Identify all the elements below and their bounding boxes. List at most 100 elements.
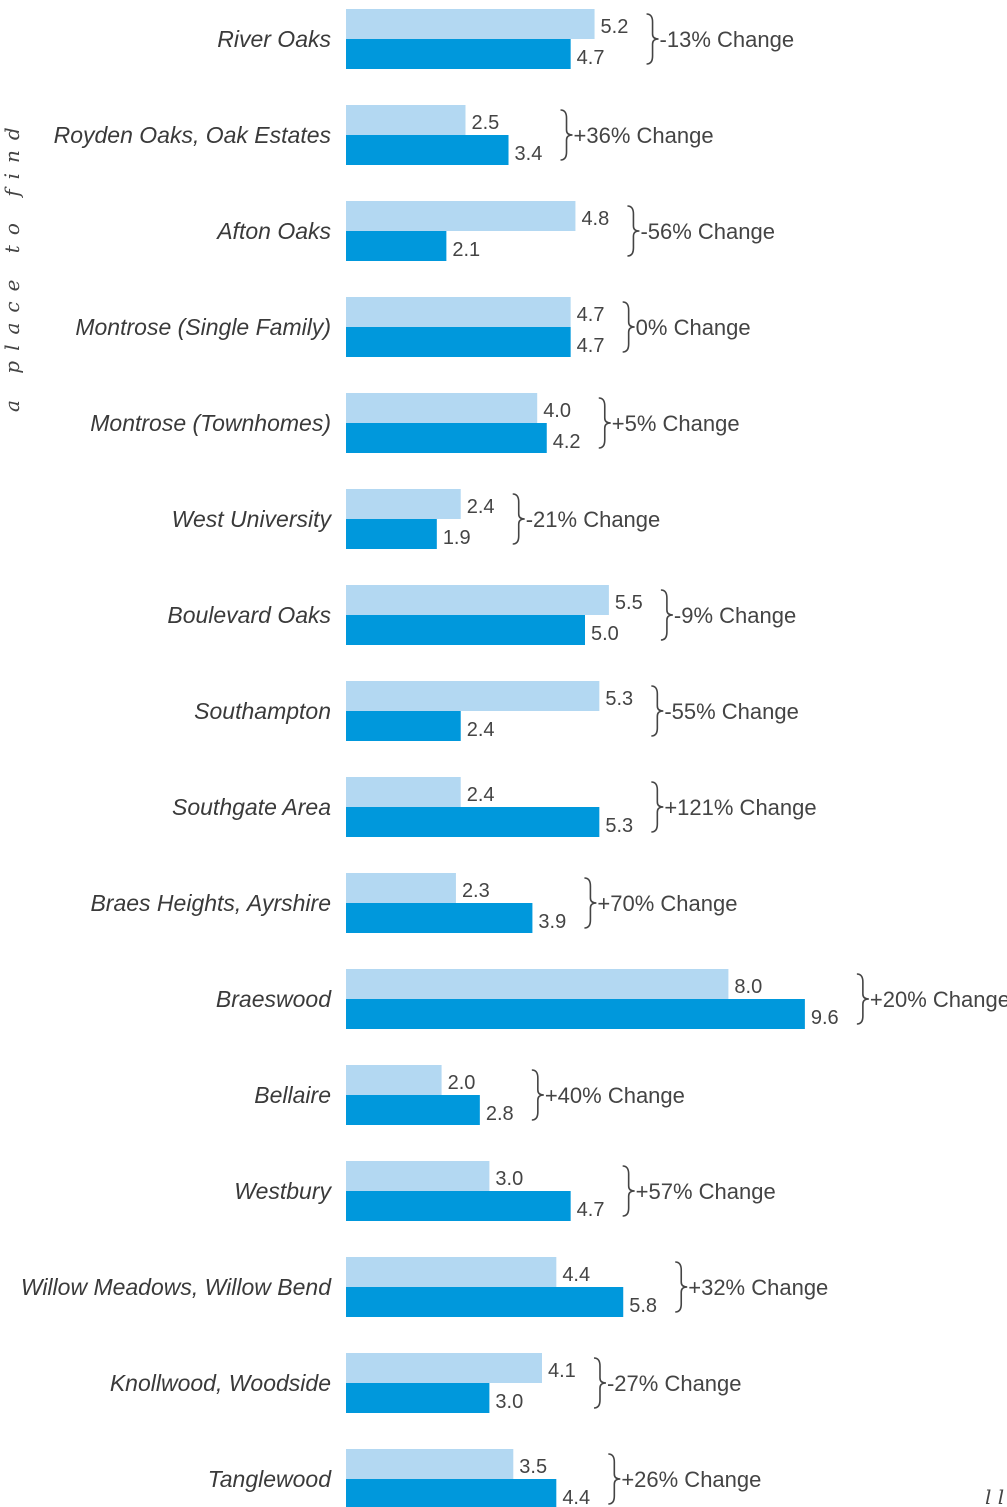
value-label-series-2: 4.7 bbox=[577, 1199, 605, 1221]
category-group: Montrose (Single Family) 4.7 4.7 0% Change bbox=[75, 297, 751, 357]
change-annotation: +57% Change bbox=[636, 1179, 776, 1204]
category-label: Willow Meadows, Willow Bend bbox=[21, 1274, 332, 1300]
category-label: Southampton bbox=[194, 698, 331, 724]
bar-series-2 bbox=[346, 903, 533, 933]
value-label-series-2: 2.8 bbox=[486, 1103, 514, 1125]
value-label-series-1: 5.2 bbox=[601, 16, 629, 38]
category-label: Braes Heights, Ayrshire bbox=[90, 890, 331, 916]
bar-series-1 bbox=[346, 1257, 557, 1287]
value-label-series-1: 2.5 bbox=[472, 112, 500, 134]
bar-series-2 bbox=[346, 231, 447, 261]
bar-series-1 bbox=[346, 9, 595, 39]
bar-series-2 bbox=[346, 135, 509, 165]
value-label-series-2: 4.4 bbox=[562, 1487, 590, 1507]
side-vertical-text: a place to find bbox=[0, 117, 24, 412]
change-brace bbox=[675, 1261, 688, 1313]
bar-series-1 bbox=[346, 681, 600, 711]
change-brace bbox=[660, 589, 673, 641]
change-brace bbox=[531, 1069, 544, 1121]
bar-series-1 bbox=[346, 1353, 542, 1383]
value-label-series-2: 2.1 bbox=[452, 239, 480, 261]
category-label: Montrose (Townhomes) bbox=[90, 410, 331, 436]
category-label: Knollwood, Woodside bbox=[110, 1370, 331, 1396]
value-label-series-1: 2.0 bbox=[448, 1072, 476, 1094]
value-label-series-1: 5.5 bbox=[615, 592, 643, 614]
value-label-series-1: 8.0 bbox=[734, 976, 762, 998]
bar-series-2 bbox=[346, 519, 437, 549]
change-brace bbox=[608, 1453, 621, 1505]
bar-series-2 bbox=[346, 1191, 571, 1221]
category-group: Willow Meadows, Willow Bend 4.4 5.8 +32% Ch… bbox=[21, 1257, 828, 1317]
change-brace bbox=[856, 973, 869, 1025]
bar-series-2 bbox=[346, 807, 600, 837]
bar-series-2 bbox=[346, 39, 571, 69]
change-annotation: -55% Change bbox=[664, 699, 799, 724]
value-label-series-2: 4.7 bbox=[577, 47, 605, 69]
change-annotation: +70% Change bbox=[597, 891, 737, 916]
change-brace bbox=[622, 301, 635, 353]
value-label-series-1: 2.4 bbox=[467, 784, 495, 806]
bar-series-1 bbox=[346, 585, 609, 615]
category-group: Southgate Area 2.4 5.3 +121% Change bbox=[172, 777, 817, 837]
category-group: Knollwood, Woodside 4.1 3.0 -27% Change bbox=[110, 1353, 742, 1413]
bar-series-2 bbox=[346, 423, 547, 453]
value-label-series-2: 4.7 bbox=[577, 335, 605, 357]
value-label-series-1: 2.3 bbox=[462, 880, 490, 902]
value-label-series-2: 2.4 bbox=[467, 719, 495, 741]
category-group: Braeswood 8.0 9.6 +20% Change bbox=[216, 969, 1007, 1029]
category-group: Royden Oaks, Oak Estates 2.5 3.4 +36% Chang… bbox=[54, 105, 714, 165]
change-brace bbox=[598, 397, 611, 449]
category-label: Tanglewood bbox=[208, 1466, 332, 1492]
change-annotation: +26% Change bbox=[621, 1467, 761, 1492]
category-label: Afton Oaks bbox=[215, 218, 331, 244]
category-group: Westbury 3.0 4.7 +57% Change bbox=[234, 1161, 776, 1221]
change-annotation: +20% Change bbox=[870, 987, 1007, 1012]
value-label-series-1: 4.8 bbox=[581, 208, 609, 230]
value-label-series-1: 3.5 bbox=[519, 1456, 547, 1478]
value-label-series-2: 3.4 bbox=[515, 143, 543, 165]
change-annotation: +121% Change bbox=[664, 795, 816, 820]
category-group: Bellaire 2.0 2.8 +40% Change bbox=[254, 1065, 685, 1125]
change-annotation: +40% Change bbox=[545, 1083, 685, 1108]
bars-layer: River Oaks 5.2 4.7 -13% Change Royden Oaks, … bbox=[21, 9, 1007, 1507]
bar-series-2 bbox=[346, 1095, 480, 1125]
bar-series-1 bbox=[346, 777, 461, 807]
bar-series-1 bbox=[346, 873, 456, 903]
category-group: West University 2.4 1.9 -21% Change bbox=[172, 489, 661, 549]
change-annotation: 0% Change bbox=[636, 315, 751, 340]
bar-series-1 bbox=[346, 1161, 490, 1191]
change-annotation: -9% Change bbox=[674, 603, 796, 628]
change-brace bbox=[593, 1357, 607, 1409]
change-annotation: -21% Change bbox=[526, 507, 661, 532]
category-group: Tanglewood 3.5 4.4 +26% Change bbox=[208, 1449, 761, 1507]
bar-series-2 bbox=[346, 327, 571, 357]
category-group: River Oaks 5.2 4.7 -13% Change bbox=[217, 9, 794, 69]
value-label-series-2: 5.3 bbox=[605, 815, 633, 837]
value-label-series-1: 2.4 bbox=[467, 496, 495, 518]
category-group: Southampton 5.3 2.4 -55% Change bbox=[194, 681, 799, 741]
value-label-series-1: 4.1 bbox=[548, 1360, 576, 1382]
change-annotation: +36% Change bbox=[574, 123, 714, 148]
value-label-series-2: 5.8 bbox=[629, 1295, 657, 1317]
bar-series-1 bbox=[346, 1449, 514, 1479]
change-brace bbox=[622, 1165, 635, 1217]
change-brace bbox=[627, 205, 640, 257]
change-annotation: -27% Change bbox=[607, 1371, 742, 1396]
bar-series-1 bbox=[346, 1065, 442, 1095]
value-label-series-2: 4.2 bbox=[553, 431, 581, 453]
bar-series-2 bbox=[346, 1287, 624, 1317]
category-group: Montrose (Townhomes) 4.0 4.2 +5% Change bbox=[90, 393, 740, 453]
change-brace bbox=[560, 109, 573, 161]
change-annotation: -56% Change bbox=[640, 219, 775, 244]
change-brace bbox=[512, 493, 525, 545]
value-label-series-2: 3.0 bbox=[495, 1391, 523, 1413]
corner-text: l l bbox=[985, 1485, 1004, 1507]
change-brace bbox=[651, 685, 664, 737]
value-label-series-2: 1.9 bbox=[443, 527, 471, 549]
bar-series-1 bbox=[346, 393, 538, 423]
category-label: Bellaire bbox=[254, 1082, 331, 1108]
change-annotation: +5% Change bbox=[612, 411, 740, 436]
bar-series-1 bbox=[346, 105, 466, 135]
bar-series-1 bbox=[346, 297, 571, 327]
